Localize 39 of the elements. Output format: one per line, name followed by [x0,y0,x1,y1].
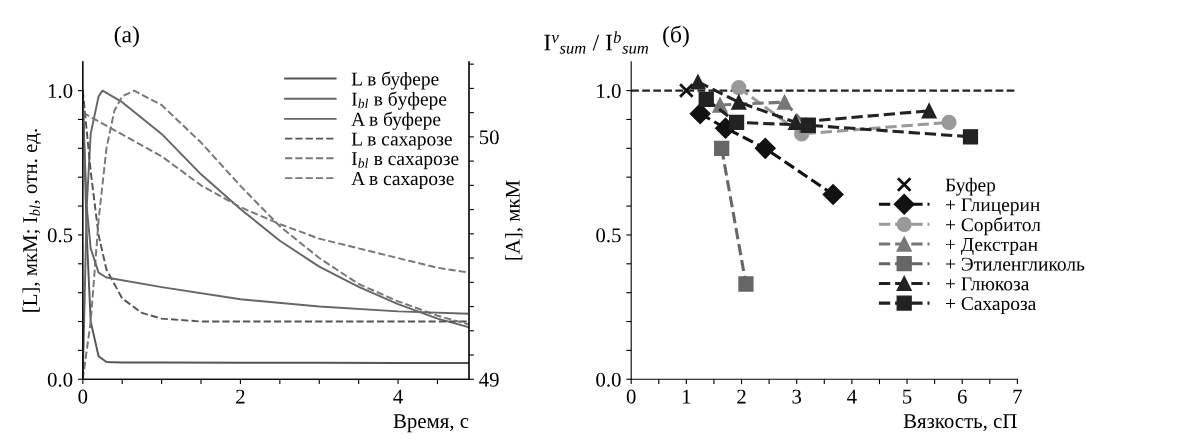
x-tick-label: 4 [393,389,403,404]
x-tick-label: 5 [903,389,912,404]
x-tick-label: 2 [737,389,746,404]
legend-label: + Этиленгликоль [945,257,1085,271]
x-tick-label: 6 [957,389,967,404]
chart-title: (б) [663,25,689,48]
x-tick-label: 7 [1013,389,1022,404]
chart-title: (a) [114,25,139,48]
legend-label: + Декстран [945,238,1038,255]
legend-label: I$_{bl}$ в сахарозе [351,152,459,170]
legend-label: I$_{bl}$ в буфере [351,91,447,110]
x-tick-label: 2 [236,389,245,404]
x-axis-title: Вязкость, сП [903,414,1017,432]
x-tick-label: 3 [792,389,802,404]
y-tick-label: 0.5 [596,228,621,243]
y-tick-label: 0.0 [47,372,73,387]
x-axis-title: Время, с [393,414,469,433]
x-tick-label: 4 [847,389,857,404]
y-tick-label: 0.5 [47,228,73,243]
y-axis-title: [L], мкМ; I$_{bl}$, отн. ед. [22,129,41,312]
y-tick-label: 1.0 [597,83,621,99]
y2-tick-label: 49 [479,372,499,387]
legend-label: A в сахарозе [351,172,454,190]
legend-label: L в буфере [351,71,439,90]
y2-axis-title: [A], мкМ [505,180,523,260]
y-tick-label: 1.0 [48,83,73,99]
legend-label: A в буфере [351,111,441,130]
legend-label: + Сорбитол [945,217,1041,236]
legend-label: + Глицерин [945,198,1040,216]
y-tick-label: 0.0 [596,372,621,387]
x-tick-label: 1 [682,389,691,404]
legend-label: + Сахароза [945,297,1037,315]
x-tick-label: 0 [78,389,88,404]
y-axis-title: I$^{v}$$_{sum}$ / I$^{b}$$_{sum}$ [544,31,649,54]
legend-label: L в сахарозе [351,132,452,150]
x-tick-label: 0 [626,389,636,404]
legend-label: + Глюкоза [945,277,1030,291]
y2-tick-label: 50 [479,130,499,145]
legend-label: Буфер [945,177,996,196]
